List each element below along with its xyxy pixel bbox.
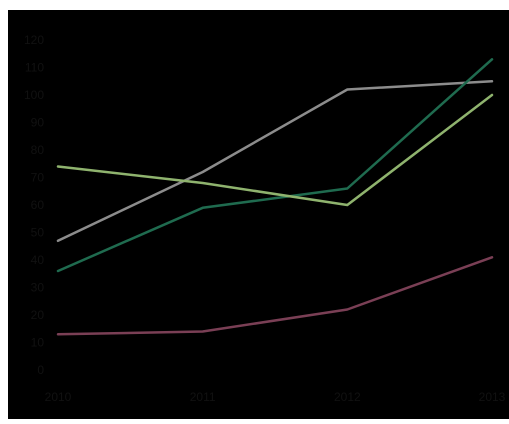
y-tick-label: 30 (31, 281, 45, 295)
y-tick-label: 120 (24, 33, 44, 47)
y-tick-label: 0 (37, 363, 44, 377)
x-tick-label: 2012 (334, 390, 361, 404)
series-line-2 (56, 58, 494, 273)
x-axis-ticks: 2010 2011 2012 2013 (45, 390, 506, 404)
y-tick-label: 10 (31, 336, 45, 350)
x-tick-label: 2013 (479, 390, 506, 404)
series-line-3 (56, 93, 494, 207)
series-lines (56, 58, 494, 336)
y-tick-label: 50 (31, 226, 45, 240)
y-tick-label: 20 (31, 308, 45, 322)
series-line-4 (56, 256, 494, 336)
y-tick-label: 40 (31, 253, 45, 267)
y-tick-label: 100 (24, 88, 44, 102)
chart-background (8, 10, 509, 419)
x-tick-label: 2011 (190, 390, 216, 404)
y-tick-label: 60 (31, 198, 45, 212)
y-tick-label: 80 (31, 143, 45, 157)
y-tick-label: 110 (25, 61, 44, 75)
y-tick-label: 90 (31, 116, 45, 130)
series-line-1 (56, 80, 494, 243)
y-tick-label: 70 (31, 171, 45, 185)
y-axis-ticks: 0 10 20 30 40 50 60 70 80 90 100 110 120 (24, 33, 44, 377)
x-tick-label: 2010 (45, 390, 72, 404)
